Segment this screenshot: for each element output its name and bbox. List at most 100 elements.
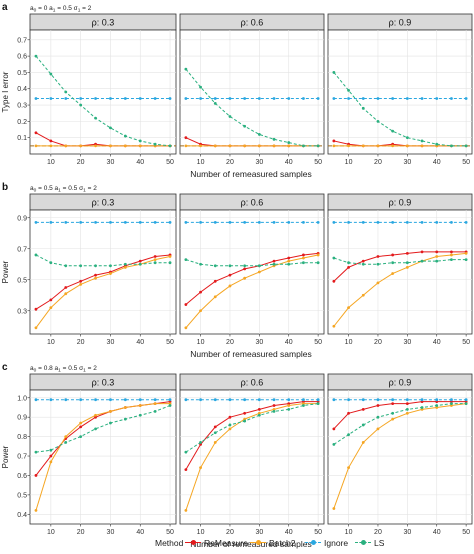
data-point bbox=[213, 144, 217, 148]
y-tick-label: 0.6 bbox=[17, 54, 27, 61]
data-point bbox=[316, 221, 320, 224]
series-line bbox=[185, 403, 319, 511]
data-point bbox=[302, 402, 305, 405]
data-point bbox=[450, 253, 453, 257]
series-ls bbox=[34, 404, 172, 454]
data-point bbox=[347, 97, 350, 100]
data-point bbox=[287, 256, 291, 260]
y-tick-label: 0.7 bbox=[17, 454, 27, 461]
data-point bbox=[287, 404, 291, 407]
data-point bbox=[316, 253, 320, 257]
data-point bbox=[168, 255, 172, 258]
data-point bbox=[435, 255, 439, 258]
data-point bbox=[168, 398, 172, 402]
data-point bbox=[272, 97, 276, 100]
data-point bbox=[435, 404, 439, 407]
data-point bbox=[332, 442, 336, 446]
series-ls bbox=[34, 54, 172, 148]
facet-1: ρ: 0.3 10 20 30 40 50 bbox=[27, 373, 177, 536]
data-point bbox=[287, 144, 291, 148]
data-point bbox=[420, 398, 424, 402]
data-point bbox=[257, 144, 261, 148]
data-point bbox=[391, 97, 395, 100]
data-point bbox=[391, 402, 395, 405]
data-point bbox=[228, 115, 232, 118]
data-point bbox=[109, 144, 112, 148]
y-tick-label: 0.4 bbox=[17, 512, 27, 519]
data-point bbox=[199, 144, 202, 148]
data-point bbox=[302, 404, 305, 407]
data-point bbox=[34, 509, 38, 512]
data-point bbox=[347, 433, 350, 437]
data-point bbox=[213, 264, 217, 268]
data-point bbox=[34, 144, 38, 148]
x-tick-label: 30 bbox=[403, 159, 411, 166]
series-batch2 bbox=[184, 253, 320, 330]
data-point bbox=[420, 408, 424, 411]
data-point bbox=[332, 256, 336, 260]
y-tick-label: 0.5 bbox=[17, 277, 27, 284]
legend-label-ls: LS bbox=[374, 538, 385, 548]
data-point bbox=[79, 144, 83, 148]
data-point bbox=[138, 404, 142, 407]
x-tick-label: 10 bbox=[47, 159, 55, 166]
data-point bbox=[199, 290, 202, 294]
x-tick-label: 10 bbox=[47, 529, 55, 536]
data-point bbox=[450, 221, 453, 224]
x-tick-label: 40 bbox=[136, 529, 144, 536]
data-point bbox=[64, 441, 68, 444]
data-point bbox=[316, 400, 320, 404]
data-point bbox=[272, 144, 276, 148]
series-batch2 bbox=[184, 144, 320, 148]
x-tick-label: 40 bbox=[433, 529, 441, 536]
data-point bbox=[168, 97, 172, 100]
data-point bbox=[391, 129, 395, 133]
plot-area bbox=[327, 389, 473, 525]
data-point bbox=[243, 124, 247, 128]
data-point bbox=[347, 261, 350, 265]
x-tick-label: 40 bbox=[136, 339, 144, 346]
data-point bbox=[34, 54, 38, 58]
data-point bbox=[109, 221, 112, 224]
data-point bbox=[420, 406, 424, 409]
data-point bbox=[347, 221, 350, 224]
data-point bbox=[243, 411, 247, 415]
data-point bbox=[79, 425, 83, 429]
data-point bbox=[257, 411, 261, 415]
parameter-label: a0 = 0 a1 = 0.5 σ1 = 2 bbox=[30, 5, 92, 14]
data-point bbox=[435, 97, 439, 100]
data-point bbox=[332, 71, 336, 74]
series-ignore bbox=[332, 398, 468, 402]
legend-title: Method bbox=[155, 538, 184, 548]
x-tick-label: 30 bbox=[403, 339, 411, 346]
data-point bbox=[138, 139, 142, 143]
data-point bbox=[64, 398, 68, 402]
data-point bbox=[405, 402, 409, 405]
data-point bbox=[94, 413, 97, 417]
data-point bbox=[272, 137, 276, 141]
data-point bbox=[138, 97, 142, 100]
facet-strip-label: ρ: 0.6 bbox=[241, 198, 264, 208]
data-point bbox=[391, 253, 395, 257]
data-point bbox=[302, 221, 305, 224]
data-point bbox=[123, 398, 127, 402]
data-point bbox=[34, 398, 38, 402]
x-tick-label: 40 bbox=[433, 339, 441, 346]
data-point bbox=[109, 421, 112, 425]
data-point bbox=[94, 427, 97, 431]
data-point bbox=[199, 85, 202, 89]
data-point bbox=[168, 402, 172, 405]
data-point bbox=[450, 404, 453, 407]
data-point bbox=[94, 116, 97, 120]
data-point bbox=[79, 279, 83, 283]
plot-area bbox=[29, 29, 177, 155]
data-point bbox=[49, 144, 53, 148]
facet-strip-label: ρ: 0.9 bbox=[389, 198, 412, 208]
data-point bbox=[464, 144, 468, 148]
x-tick-label: 30 bbox=[255, 159, 263, 166]
data-point bbox=[257, 97, 261, 100]
x-axis-label: Number of remeasured samples bbox=[190, 539, 311, 549]
x-tick-label: 40 bbox=[433, 159, 441, 166]
data-point bbox=[64, 221, 68, 224]
data-point bbox=[376, 221, 380, 224]
